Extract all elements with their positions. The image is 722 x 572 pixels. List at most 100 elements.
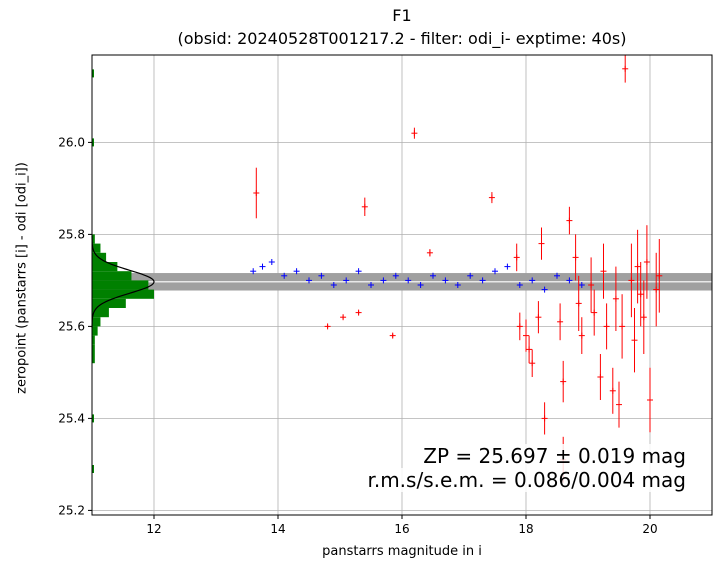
histogram-bar bbox=[92, 262, 118, 272]
red-data-point bbox=[516, 312, 523, 341]
red-data-point bbox=[619, 294, 626, 359]
blue-data-point bbox=[330, 282, 337, 288]
red-data-point bbox=[575, 275, 582, 331]
red-data-point bbox=[609, 367, 616, 414]
blue-data-point bbox=[442, 277, 449, 284]
y-tick-label: 25.2 bbox=[58, 503, 85, 517]
blue-data-point bbox=[250, 268, 257, 275]
red-data-point bbox=[612, 266, 619, 331]
x-axis-label: panstarrs magnitude in i bbox=[322, 544, 482, 559]
histogram bbox=[92, 69, 154, 473]
blue-data-point bbox=[281, 272, 288, 279]
red-data-point bbox=[426, 249, 433, 257]
red-data-point bbox=[538, 227, 545, 260]
blue-data-point bbox=[479, 277, 486, 284]
y-tick-label: 25.8 bbox=[58, 227, 85, 241]
red-data-point bbox=[488, 192, 495, 204]
histogram-bar bbox=[92, 280, 149, 290]
histogram-bar bbox=[92, 335, 95, 345]
red-data-point bbox=[588, 257, 595, 313]
red-data-point bbox=[535, 301, 542, 334]
red-data-point bbox=[634, 229, 641, 304]
histogram-outlier-bar bbox=[92, 138, 94, 147]
rms-annotation: r.m.s/s.e.m. = 0.086/0.004 mag bbox=[365, 468, 688, 492]
red-data-point bbox=[600, 243, 607, 299]
blue-data-point bbox=[259, 263, 266, 270]
x-tick-label: 20 bbox=[642, 522, 657, 536]
red-data-point bbox=[631, 308, 638, 373]
blue-data-point bbox=[529, 277, 536, 284]
red-data-point bbox=[340, 314, 347, 321]
blue-data-point bbox=[566, 277, 573, 284]
x-tick-label: 12 bbox=[146, 522, 161, 536]
red-data-point bbox=[656, 239, 663, 313]
gaussian-fit bbox=[91, 235, 155, 328]
histogram-bar bbox=[92, 234, 95, 244]
histogram-bar bbox=[92, 289, 154, 299]
blue-data-point bbox=[392, 272, 399, 279]
blue-data-point bbox=[541, 286, 548, 293]
red-data-point bbox=[643, 225, 650, 299]
blue-data-point bbox=[554, 272, 560, 279]
red-data-point bbox=[616, 381, 622, 428]
y-tick-label: 25.6 bbox=[58, 319, 85, 333]
blue-data-point bbox=[467, 272, 474, 279]
axes: 12 14 16 18 20 25.2 25.4 25.6 25.8 26.0 bbox=[58, 54, 713, 536]
histogram-bar bbox=[92, 308, 109, 318]
blue-data-point bbox=[343, 277, 350, 284]
red-data-point bbox=[523, 319, 529, 352]
blue-data-point bbox=[430, 272, 436, 279]
red-data-point bbox=[560, 360, 567, 403]
red-data-point bbox=[597, 354, 604, 400]
histogram-bar bbox=[92, 298, 126, 308]
histogram-bar bbox=[92, 317, 101, 327]
blue-data-point bbox=[578, 282, 585, 288]
blue-data-point bbox=[516, 282, 523, 288]
blue-data-point bbox=[380, 277, 387, 284]
chart-title: F1 bbox=[392, 6, 412, 25]
red-data-point bbox=[572, 234, 579, 281]
blue-data-point bbox=[368, 282, 374, 288]
red-data-point bbox=[411, 127, 418, 139]
red-data-point bbox=[622, 55, 629, 83]
red-data-point bbox=[389, 332, 396, 339]
zeropoint-band bbox=[92, 273, 712, 291]
histogram-bar bbox=[92, 326, 98, 336]
red-data-point bbox=[541, 402, 548, 435]
histogram-bar bbox=[92, 354, 95, 364]
red-data-point bbox=[653, 252, 660, 327]
histogram-outlier-bar bbox=[92, 69, 94, 78]
blue-data-point bbox=[405, 277, 412, 284]
red-data-point bbox=[324, 323, 331, 330]
x-tick-label: 18 bbox=[518, 522, 533, 536]
red-data-point bbox=[578, 317, 585, 354]
zeropoint-annotation: ZP = 25.697 ± 0.019 mag bbox=[421, 444, 688, 468]
red-data-point bbox=[513, 243, 520, 272]
red-data-point bbox=[603, 303, 610, 350]
red-data-point bbox=[566, 206, 573, 235]
x-tick-label: 14 bbox=[270, 522, 285, 536]
red-data-point bbox=[355, 309, 362, 316]
blue-data-point bbox=[318, 272, 325, 279]
blue-data-point bbox=[492, 268, 498, 275]
histogram-bar bbox=[92, 271, 132, 281]
blue-data-point bbox=[355, 268, 362, 275]
red-data-point bbox=[529, 349, 536, 377]
y-tick-label: 25.4 bbox=[58, 411, 85, 425]
red-data-point bbox=[647, 367, 653, 433]
y-tick-label: 26.0 bbox=[58, 135, 85, 149]
red-data-point bbox=[640, 280, 647, 354]
gaussian-curve bbox=[91, 235, 155, 328]
data-points bbox=[250, 55, 663, 483]
histogram-outlier-bar bbox=[92, 465, 94, 473]
blue-data-point bbox=[417, 282, 424, 288]
red-data-point bbox=[253, 167, 260, 219]
red-data-point bbox=[628, 243, 635, 318]
blue-data-point bbox=[293, 268, 300, 275]
blue-data-point bbox=[454, 282, 461, 288]
x-tick-label: 16 bbox=[394, 522, 409, 536]
y-axis-label: zeropoint (panstarrs [i] - odi [odi_i]) bbox=[14, 162, 30, 394]
chart-subtitle: (obsid: 20240528T001217.2 - filter: odi_… bbox=[177, 29, 627, 48]
histogram-bar bbox=[92, 344, 95, 354]
